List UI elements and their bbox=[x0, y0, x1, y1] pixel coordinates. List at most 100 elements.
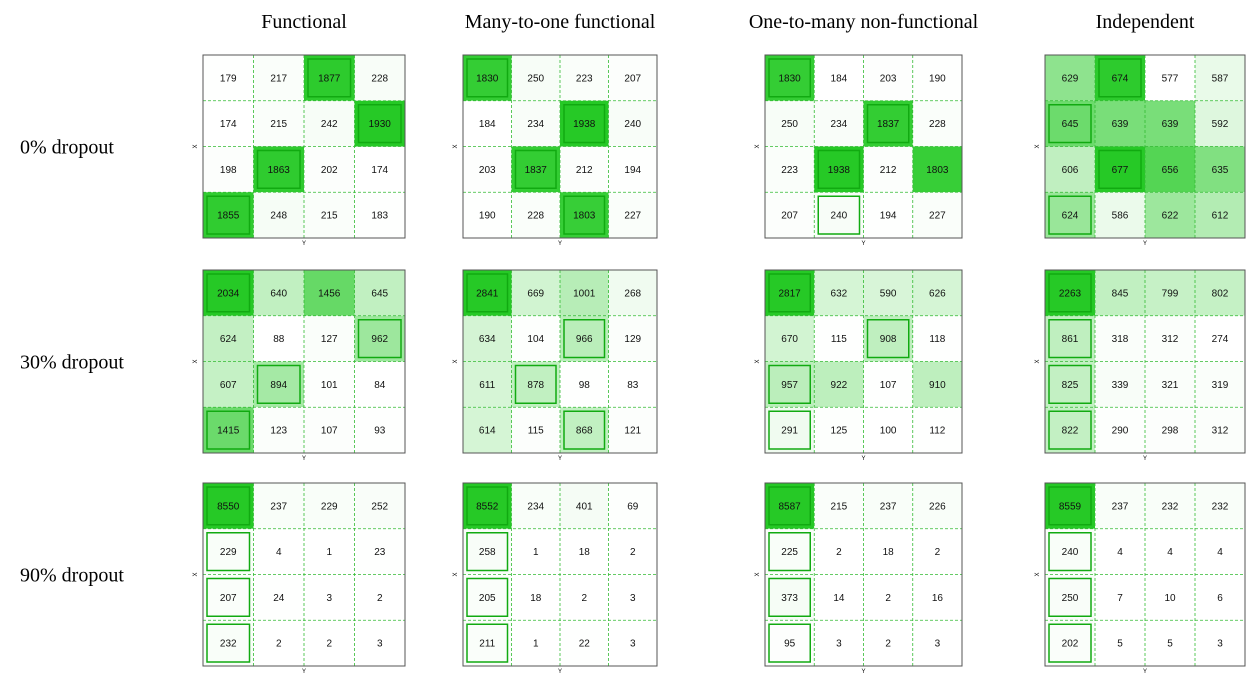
cell bbox=[304, 146, 355, 193]
cell-value: 194 bbox=[880, 211, 897, 222]
cell bbox=[560, 407, 609, 453]
cell-value: 290 bbox=[1112, 426, 1129, 437]
cell-value: 670 bbox=[781, 334, 798, 345]
cell bbox=[463, 483, 512, 529]
cell bbox=[1145, 620, 1195, 666]
cell-frame bbox=[466, 58, 509, 98]
cell-value: 640 bbox=[270, 288, 287, 299]
cell bbox=[608, 483, 657, 529]
x-axis-label: X bbox=[193, 144, 199, 148]
cell bbox=[912, 146, 962, 193]
cell bbox=[765, 315, 815, 362]
cell bbox=[1045, 528, 1095, 575]
cell bbox=[1145, 55, 1195, 101]
cell bbox=[1145, 192, 1195, 238]
cell-frame bbox=[768, 58, 811, 98]
cell bbox=[912, 407, 962, 453]
cell bbox=[765, 270, 815, 316]
cell-value: 22 bbox=[579, 639, 591, 650]
cell-value: 1863 bbox=[268, 165, 291, 176]
x-axis-label: X bbox=[755, 359, 761, 363]
cell bbox=[814, 407, 864, 453]
cell bbox=[1045, 270, 1095, 316]
cell bbox=[354, 100, 405, 147]
cell-value: 656 bbox=[1162, 165, 1179, 176]
cell-value: 861 bbox=[1062, 334, 1079, 345]
cell bbox=[304, 620, 355, 666]
cell bbox=[304, 361, 355, 408]
cell bbox=[463, 146, 512, 193]
cell bbox=[814, 270, 864, 316]
cell bbox=[253, 483, 304, 529]
cell-value: 240 bbox=[1062, 547, 1079, 558]
cell-value: 2263 bbox=[1059, 288, 1082, 299]
cell bbox=[304, 574, 355, 621]
cell-value: 202 bbox=[1062, 639, 1079, 650]
cell bbox=[560, 100, 609, 147]
cell-value: 24 bbox=[273, 593, 285, 604]
cell-value: 2 bbox=[581, 593, 587, 604]
cell bbox=[463, 407, 512, 453]
cell bbox=[1095, 620, 1145, 666]
cell-value: 84 bbox=[374, 380, 386, 391]
cell bbox=[765, 407, 815, 453]
cell-value: 3 bbox=[836, 639, 842, 650]
cell-value: 8559 bbox=[1059, 501, 1082, 512]
panel-border bbox=[462, 269, 658, 454]
cell-frame bbox=[206, 486, 251, 526]
cell-frame bbox=[466, 273, 509, 313]
cell bbox=[203, 270, 254, 316]
x-axis-label: X bbox=[1035, 359, 1041, 363]
cell bbox=[814, 315, 864, 362]
cell bbox=[1145, 100, 1195, 147]
cell-value: 194 bbox=[624, 165, 641, 176]
cell bbox=[511, 483, 560, 529]
cell-value: 8552 bbox=[476, 501, 499, 512]
cell-value: 607 bbox=[220, 380, 237, 391]
cell-value: 223 bbox=[576, 73, 593, 84]
x-axis-label: X bbox=[1035, 572, 1041, 576]
cell bbox=[1195, 361, 1245, 408]
cell-value: 184 bbox=[831, 73, 848, 84]
cell bbox=[814, 528, 864, 575]
cell-value: 4 bbox=[1117, 547, 1123, 558]
cell bbox=[354, 528, 405, 575]
cell-value: 228 bbox=[929, 119, 946, 130]
cell bbox=[1145, 315, 1195, 362]
cell-frame bbox=[206, 532, 251, 572]
cell-value: 1 bbox=[326, 547, 332, 558]
cell-value: 1 bbox=[533, 639, 539, 650]
cell-frame bbox=[307, 58, 352, 98]
cell-value: 100 bbox=[880, 426, 897, 437]
cell bbox=[912, 270, 962, 316]
cell-value: 242 bbox=[321, 119, 338, 130]
cell bbox=[1195, 100, 1245, 147]
cell-value: 6 bbox=[1217, 593, 1223, 604]
cell bbox=[912, 100, 962, 147]
cell-frame bbox=[1048, 364, 1092, 404]
cell-value: 232 bbox=[1212, 501, 1229, 512]
cell-value: 321 bbox=[1162, 380, 1179, 391]
cell bbox=[511, 574, 560, 621]
cell-value: 1803 bbox=[926, 165, 949, 176]
cell-value: 112 bbox=[929, 426, 945, 437]
panel-border bbox=[202, 482, 406, 667]
cell-value: 674 bbox=[1112, 73, 1129, 84]
cell-frame bbox=[563, 410, 606, 450]
cell bbox=[463, 100, 512, 147]
cell bbox=[1195, 528, 1245, 575]
cell-value: 228 bbox=[527, 211, 544, 222]
cell-value: 215 bbox=[270, 119, 287, 130]
cell bbox=[1095, 55, 1145, 101]
cell bbox=[203, 407, 254, 453]
cell bbox=[1145, 528, 1195, 575]
cell-value: 645 bbox=[1062, 119, 1079, 130]
cell bbox=[560, 361, 609, 408]
cell-value: 1 bbox=[533, 547, 539, 558]
cell-value: 291 bbox=[781, 426, 798, 437]
cell bbox=[863, 620, 913, 666]
cell bbox=[463, 315, 512, 362]
cell-value: 1415 bbox=[217, 426, 240, 437]
cell-value: 16 bbox=[932, 593, 944, 604]
cell bbox=[912, 483, 962, 529]
